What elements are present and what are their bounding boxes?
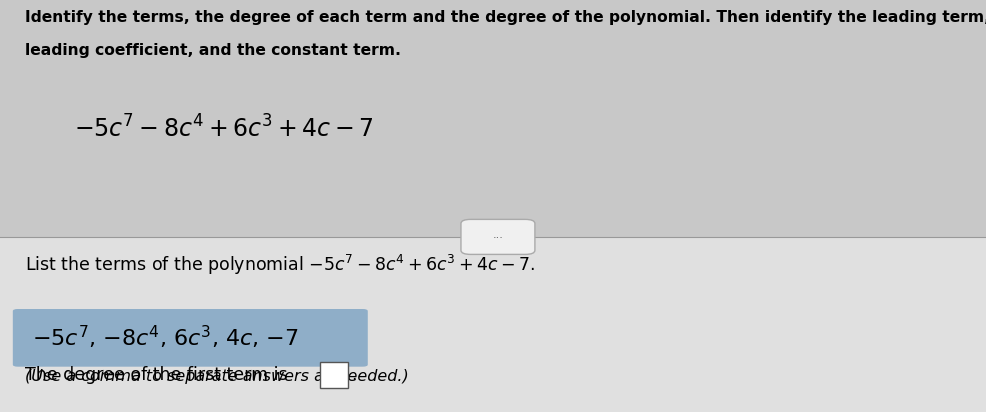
Text: leading coefficient, and the constant term.: leading coefficient, and the constant te… <box>25 43 400 58</box>
FancyBboxPatch shape <box>320 362 348 388</box>
Text: (Use a comma to separate answers as needed.): (Use a comma to separate answers as need… <box>25 369 408 384</box>
FancyBboxPatch shape <box>0 0 986 237</box>
Text: $-5c^7$, $-8c^4$, $6c^3$, $4c$, $-7$: $-5c^7$, $-8c^4$, $6c^3$, $4c$, $-7$ <box>32 324 299 351</box>
FancyBboxPatch shape <box>0 237 986 412</box>
Text: List the terms of the polynomial $-5c^7 - 8c^4 + 6c^3 + 4c - 7$.: List the terms of the polynomial $-5c^7 … <box>25 253 534 277</box>
FancyBboxPatch shape <box>13 309 368 367</box>
Text: Identify the terms, the degree of each term and the degree of the polynomial. Th: Identify the terms, the degree of each t… <box>25 10 986 25</box>
Text: .: . <box>351 366 357 384</box>
Text: The degree of the first term is: The degree of the first term is <box>25 366 287 384</box>
FancyBboxPatch shape <box>460 220 534 255</box>
Text: ...: ... <box>492 230 504 240</box>
Text: $-5c^7 - 8c^4 + 6c^3 + 4c - 7$: $-5c^7 - 8c^4 + 6c^3 + 4c - 7$ <box>74 115 374 143</box>
